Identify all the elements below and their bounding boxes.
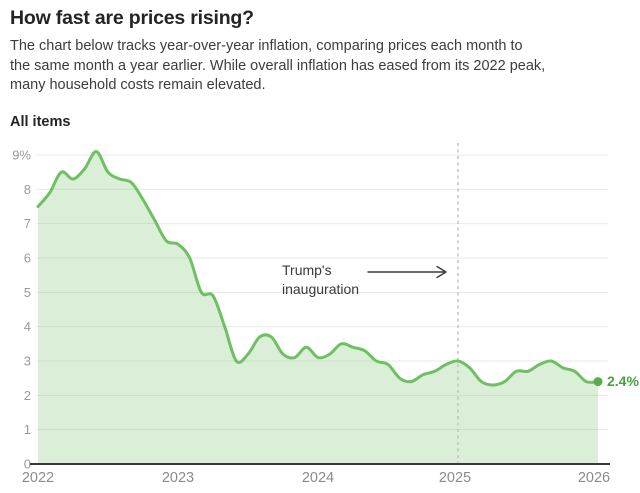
y-tick: 2 [24,388,31,403]
inauguration-annotation: Trump's inauguration [282,261,359,298]
page-title: How fast are prices rising? [10,7,254,29]
y-tick: 8 [24,182,31,197]
end-point-dot [593,377,603,387]
annotation-line-2: inauguration [282,280,360,297]
gridlines [36,154,608,431]
y-tick: 9% [12,148,31,163]
x-tick: 2024 [302,470,334,486]
y-tick: 1 [24,422,31,437]
series-label: All items [10,114,71,130]
x-tick: 2023 [162,470,194,486]
y-tick: 0 [24,457,31,472]
y-tick: 7 [24,216,31,231]
x-tick: 2025 [439,470,471,486]
y-tick: 4 [24,319,31,334]
end-value-label: 2.4% [607,373,639,389]
y-tick: 5 [24,285,31,300]
annotation-line-1: Trump's [282,262,332,278]
chart-description: The chart below tracks year-over-year in… [10,38,546,93]
y-tick: 3 [24,354,31,369]
x-tick: 2026 [578,470,610,486]
y-tick: 6 [24,251,31,266]
annotation-arrow-icon [367,265,447,279]
area-fill [38,151,598,464]
x-tick: 2022 [22,470,54,486]
trend-line [36,150,600,387]
x-axis-labels: 2022 2023 2024 2025 2026 [22,470,610,486]
y-axis-labels: 0 1 2 3 4 5 6 7 8 9% [12,148,31,472]
